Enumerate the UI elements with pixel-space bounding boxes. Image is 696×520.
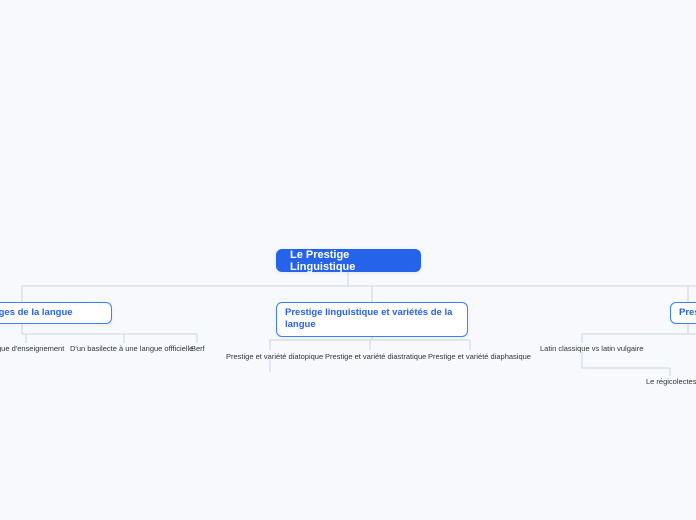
leaf-enseignement: gue d'enseignement: [0, 344, 64, 353]
leaf-berf: Berf: [191, 344, 205, 353]
branch-usages-label: ique et usages de la langue: [0, 307, 73, 319]
leaf-basilecte: D'un basilecte à une langue offficielle: [70, 344, 193, 353]
branch-usages[interactable]: ique et usages de la langue: [0, 302, 112, 324]
branch-varietes[interactable]: Prestige linguistique et variétés de la …: [276, 302, 468, 337]
branch-pres-label: Pres: [679, 307, 696, 319]
leaf-diastratique: Prestige et variété diastratique: [325, 352, 426, 361]
mindmap-canvas: Le Prestige Linguistique ique et usages …: [0, 0, 696, 520]
leaf-diatopique: Prestige et variété diatopique: [226, 352, 323, 361]
leaf-diaphasique: Prestige et variété diaphasique: [428, 352, 531, 361]
leaf-regicolectes: Le régicolectes de: [646, 377, 696, 386]
root-label: Le Prestige Linguistique: [290, 249, 407, 273]
leaf-latin: Latin classique vs latin vulgaire: [540, 344, 643, 353]
branch-varietes-label: Prestige linguistique et variétés de la …: [285, 307, 459, 332]
branch-pres[interactable]: Pres: [670, 302, 696, 324]
root-node[interactable]: Le Prestige Linguistique: [276, 249, 421, 272]
